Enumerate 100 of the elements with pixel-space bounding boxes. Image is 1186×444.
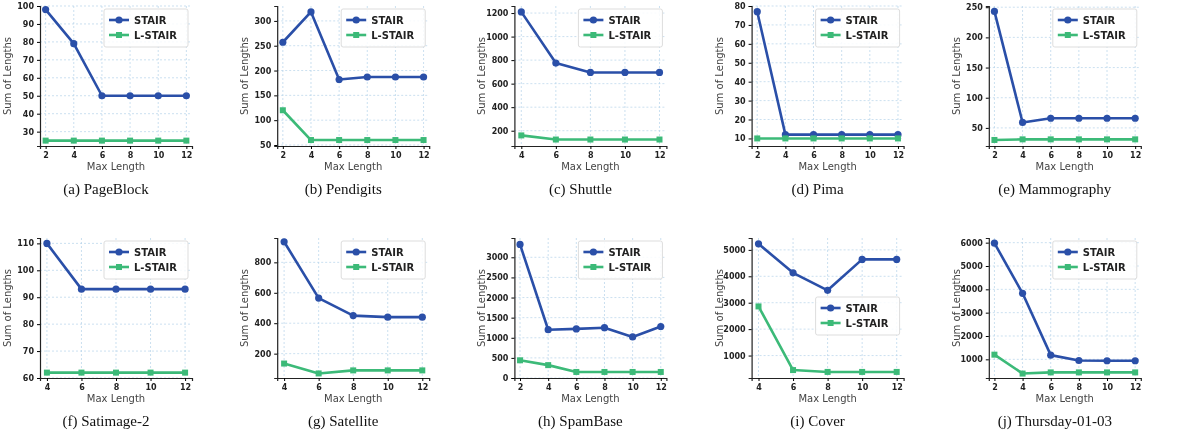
point bbox=[146, 285, 155, 293]
legend-label: STAIR bbox=[845, 14, 879, 26]
point bbox=[552, 59, 560, 67]
legend-label: L-STAIR bbox=[371, 29, 415, 41]
point bbox=[182, 369, 189, 376]
y-tick-label: 100 bbox=[17, 2, 35, 12]
text: (j) Thursday-01-03 bbox=[997, 413, 1112, 430]
point bbox=[1019, 136, 1026, 143]
y-tick-label: 1000 bbox=[486, 32, 509, 42]
point bbox=[586, 68, 594, 77]
y-tick-label: 400 bbox=[254, 319, 272, 329]
x-tick-label: 6 bbox=[553, 150, 560, 160]
point bbox=[419, 367, 426, 374]
x-tick-label: 10 bbox=[1101, 382, 1114, 392]
point bbox=[77, 285, 86, 293]
point bbox=[183, 137, 190, 144]
y-axis-title: Sum of Lengths bbox=[2, 36, 13, 116]
y-tick-label: 800 bbox=[491, 56, 509, 66]
x-tick-label: 10 bbox=[619, 150, 632, 160]
x-tick-label: 10 bbox=[627, 382, 640, 392]
x-axis-title: Max Length bbox=[1035, 161, 1094, 172]
y-tick-label: 600 bbox=[254, 288, 272, 298]
y-tick-label: 110 bbox=[17, 239, 35, 249]
y-tick-label: 250 bbox=[966, 3, 984, 13]
y-tick-label: 500 bbox=[491, 353, 509, 363]
y-axis-title: Sum of Lengths bbox=[713, 36, 725, 116]
legend-label: STAIR bbox=[134, 14, 167, 26]
point bbox=[656, 136, 663, 143]
x-tick-label: 10 bbox=[382, 382, 395, 392]
x-axis-title: Max Length bbox=[86, 393, 146, 404]
point bbox=[893, 368, 900, 375]
x-tick-label: 4 bbox=[545, 382, 552, 392]
x-tick-label: 4 bbox=[71, 150, 78, 160]
x-tick-label: 4 bbox=[1020, 382, 1027, 392]
y-tick-label: 80 bbox=[734, 2, 747, 12]
y-tick-label: 250 bbox=[254, 41, 272, 51]
point bbox=[587, 136, 594, 143]
point bbox=[281, 360, 288, 367]
point bbox=[98, 137, 105, 144]
x-tick-label: 12 bbox=[655, 382, 667, 392]
point bbox=[1018, 118, 1027, 127]
point bbox=[335, 75, 343, 84]
y-tick-label: 200 bbox=[254, 66, 272, 76]
point bbox=[629, 333, 637, 341]
point bbox=[420, 137, 427, 144]
x-tick-label: 2 bbox=[754, 150, 761, 160]
point bbox=[307, 8, 315, 16]
point bbox=[1047, 369, 1054, 376]
y-axis-title: Sum of Lengths bbox=[239, 268, 251, 348]
point bbox=[1075, 136, 1082, 143]
point bbox=[392, 137, 399, 144]
point bbox=[42, 5, 50, 14]
legend-label: STAIR bbox=[1082, 14, 1116, 26]
x-axis-title: Max Length bbox=[324, 161, 383, 172]
x-tick-label: 10 bbox=[857, 382, 869, 392]
point bbox=[1132, 136, 1139, 143]
point bbox=[621, 136, 628, 143]
x-tick-label: 8 bbox=[588, 150, 595, 160]
x-axis-title: Max Length bbox=[798, 393, 857, 404]
y-tick-label: 0 bbox=[502, 374, 509, 384]
y-tick-label: 1000 bbox=[486, 333, 509, 343]
point bbox=[824, 368, 831, 375]
point bbox=[601, 368, 608, 375]
y-tick-label: 70 bbox=[734, 20, 747, 30]
x-tick-label: 6 bbox=[1048, 382, 1055, 392]
point bbox=[70, 40, 78, 48]
y-tick-label: 70 bbox=[22, 55, 35, 65]
y-tick-label: 10 bbox=[734, 134, 747, 144]
text: (a) PageBlock bbox=[63, 181, 150, 198]
y-axis-title: Sum of Lengths bbox=[950, 268, 962, 348]
point bbox=[789, 269, 797, 277]
point bbox=[545, 362, 552, 369]
x-tick-label: 6 bbox=[811, 150, 818, 160]
point bbox=[1018, 289, 1027, 297]
point bbox=[755, 303, 762, 310]
x-tick-label: 2 bbox=[43, 150, 49, 160]
point bbox=[1047, 114, 1055, 122]
x-tick-label: 12 bbox=[181, 150, 193, 160]
point bbox=[391, 73, 400, 81]
point bbox=[315, 370, 322, 377]
y-tick-label: 60 bbox=[22, 374, 35, 384]
point bbox=[894, 135, 901, 142]
x-tick-label: 8 bbox=[1076, 150, 1083, 160]
point bbox=[810, 135, 817, 142]
y-tick-label: 2000 bbox=[960, 332, 984, 342]
point bbox=[1075, 356, 1083, 365]
y-axis-title: Sum of Lengths bbox=[476, 268, 488, 348]
x-tick-label: 4 bbox=[281, 382, 288, 392]
x-tick-label: 6 bbox=[790, 382, 797, 392]
legend-label: L-STAIR bbox=[845, 29, 889, 41]
x-tick-label: 12 bbox=[892, 150, 905, 160]
y-tick-label: 80 bbox=[22, 37, 35, 47]
x-tick-label: 6 bbox=[574, 382, 581, 392]
legend-label: L-STAIR bbox=[1082, 29, 1127, 41]
point bbox=[98, 92, 106, 100]
legend-label: STAIR bbox=[845, 302, 879, 314]
point bbox=[419, 73, 428, 81]
x-tick-label: 8 bbox=[825, 382, 832, 392]
legend-label: L-STAIR bbox=[608, 29, 652, 41]
x-tick-label: 10 bbox=[390, 150, 402, 160]
